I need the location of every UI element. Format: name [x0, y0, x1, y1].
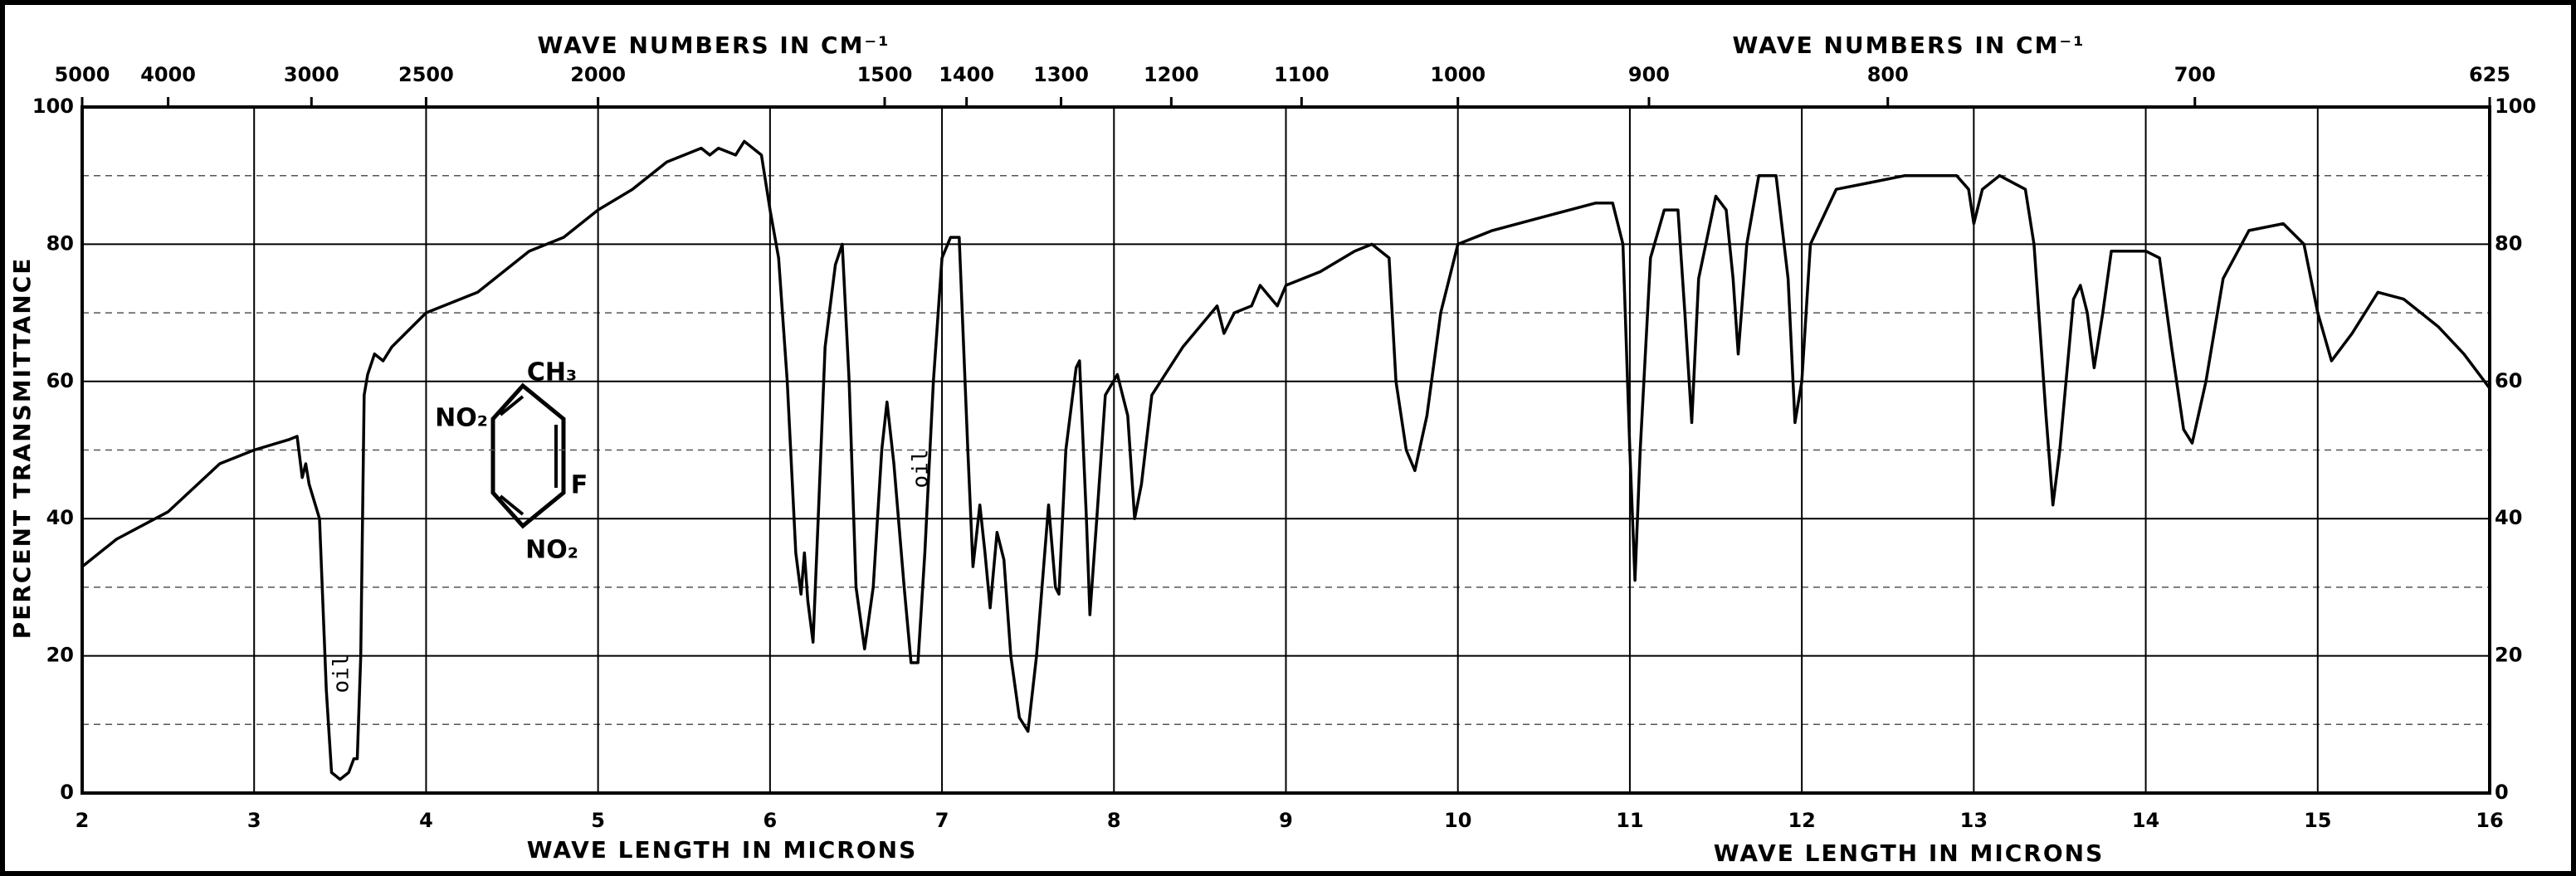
annotation: oil	[909, 450, 934, 489]
x-tick-label: 10	[1444, 809, 1471, 832]
x2-tick-label: 2500	[398, 63, 454, 86]
x2-tick-label: 625	[2469, 63, 2510, 86]
structure-label: NO₂	[525, 536, 578, 565]
y2-tick-label: 60	[2495, 369, 2522, 392]
x-axis-title: WAVE LENGTH IN MICRONS	[1714, 840, 2105, 867]
y-tick-label: 20	[46, 644, 74, 667]
x2-tick-label: 1100	[1274, 63, 1329, 86]
x-tick-label: 5	[591, 809, 605, 832]
x-tick-label: 3	[247, 809, 261, 832]
x-tick-label: 11	[1616, 809, 1643, 832]
structure-label: CH₃	[527, 358, 577, 387]
y2-tick-label: 100	[2495, 95, 2536, 118]
x-tick-label: 4	[419, 809, 433, 832]
spectrum-line	[80, 139, 2491, 781]
x-tick-label: 9	[1279, 809, 1293, 832]
y2-tick-label: 20	[2495, 644, 2522, 667]
x2-tick-label: 4000	[140, 63, 196, 86]
x2-tick-label: 1000	[1430, 63, 1486, 86]
y2-tick-label: 0	[2495, 781, 2509, 804]
x2-tick-label: 1300	[1033, 63, 1089, 86]
x-tick-label: 13	[1960, 809, 1988, 832]
y-tick-label: 0	[60, 781, 74, 804]
x2-tick-label: 2000	[570, 63, 626, 86]
x2-tick-label: 1400	[939, 63, 994, 86]
structure	[490, 382, 566, 529]
plot-frame	[80, 105, 2491, 795]
x-tick-label: 15	[2304, 809, 2331, 832]
x-tick-label: 2	[76, 809, 90, 832]
y-tick-label: 40	[46, 506, 74, 529]
y-axis-title: PERCENT TRANSMITTANCE	[8, 257, 36, 640]
x-tick-label: 6	[764, 809, 778, 832]
structure-label: F	[571, 471, 588, 500]
structure-label: NO₂	[435, 404, 488, 433]
x-tick-label: 7	[935, 809, 949, 832]
x2-tick-label: 800	[1867, 63, 1909, 86]
y-tick-label: 80	[46, 231, 74, 255]
y-tick-label: 100	[32, 95, 74, 118]
x2-tick-label: 1500	[857, 63, 913, 86]
paper	[5, 5, 2571, 871]
x-tick-label: 12	[1788, 809, 1815, 832]
y-tick-label: 60	[46, 369, 74, 392]
x2-tick-label: 3000	[284, 63, 339, 86]
x2-tick-label: 900	[1628, 63, 1670, 86]
x2-tick-label: 1200	[1144, 63, 1199, 86]
y2-tick-label: 40	[2495, 506, 2522, 529]
y2-tick-label: 80	[2495, 231, 2522, 255]
annotation: oil	[329, 655, 354, 694]
x-tick-label: 16	[2476, 809, 2503, 832]
ring-bond	[499, 395, 524, 416]
x2-tick-label: 5000	[55, 63, 110, 86]
x-axis-title: WAVE LENGTH IN MICRONS	[527, 836, 918, 864]
x-tick-label: 14	[2132, 809, 2159, 832]
x2-axis-title: WAVE NUMBERS IN CM⁻¹	[538, 32, 890, 59]
x2-tick-label: 700	[2174, 63, 2216, 86]
x-tick-label: 8	[1107, 809, 1121, 832]
ring-bond	[499, 494, 524, 516]
benzene-ring	[490, 382, 566, 529]
x2-axis-title: WAVE NUMBERS IN CM⁻¹	[1733, 32, 2086, 59]
